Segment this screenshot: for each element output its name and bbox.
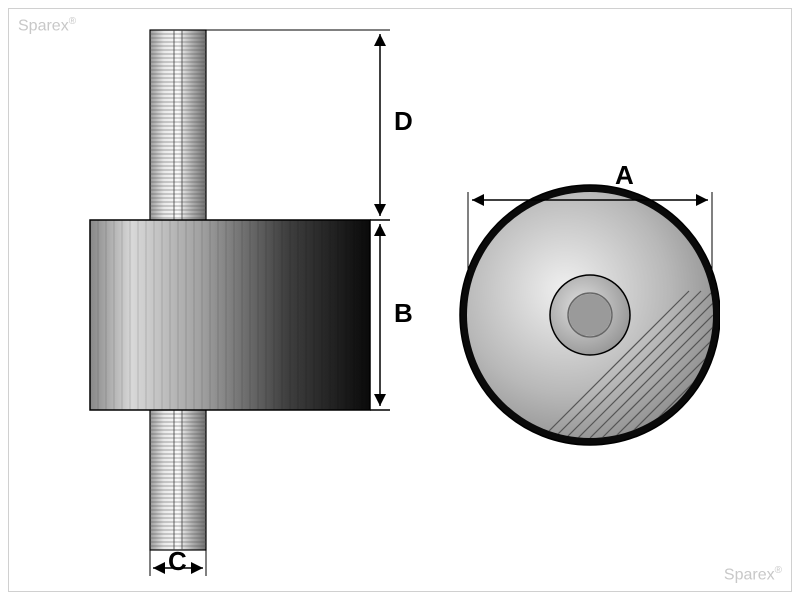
label-d: D bbox=[394, 106, 413, 137]
label-a: A bbox=[615, 160, 634, 191]
watermark-reg: ® bbox=[69, 16, 76, 27]
watermark-text: Sparex bbox=[724, 566, 775, 583]
watermark-text: Sparex bbox=[18, 17, 69, 34]
cylinder-body bbox=[90, 220, 370, 410]
watermark-top-left: Sparex® bbox=[18, 16, 76, 35]
label-c: C bbox=[168, 546, 187, 577]
watermark-bottom-right: Sparex® bbox=[724, 565, 782, 584]
end-view bbox=[460, 185, 720, 445]
watermark-reg: ® bbox=[775, 565, 782, 576]
label-b: B bbox=[394, 298, 413, 329]
technical-diagram: D B C A bbox=[80, 20, 720, 580]
